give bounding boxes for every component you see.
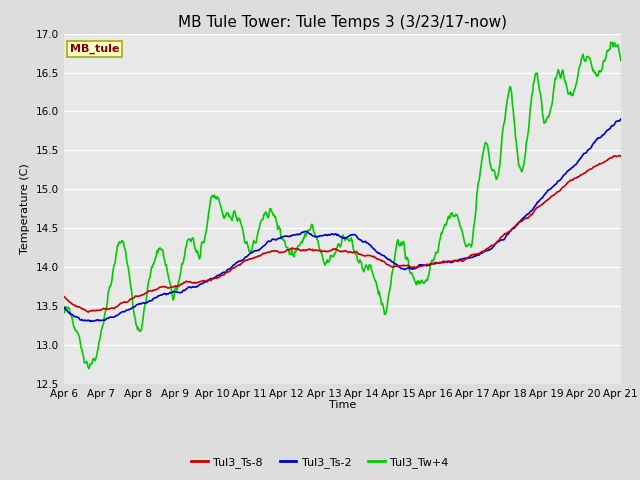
Y-axis label: Temperature (C): Temperature (C) [20, 163, 30, 254]
X-axis label: Time: Time [329, 400, 356, 410]
Title: MB Tule Tower: Tule Temps 3 (3/23/17-now): MB Tule Tower: Tule Temps 3 (3/23/17-now… [178, 15, 507, 30]
Legend: Tul3_Ts-8, Tul3_Ts-2, Tul3_Tw+4: Tul3_Ts-8, Tul3_Ts-2, Tul3_Tw+4 [187, 452, 453, 472]
Text: MB_tule: MB_tule [70, 44, 119, 54]
